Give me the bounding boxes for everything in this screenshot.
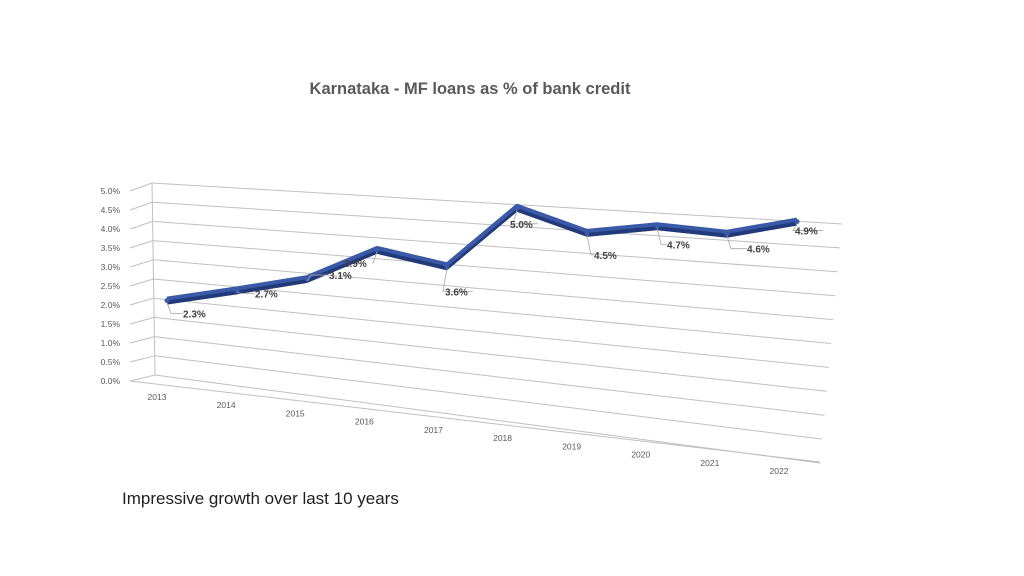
grid-side-line [129,374,156,382]
caption-text: Impressive growth over last 10 years [122,489,399,508]
data-point [234,287,240,293]
y-tick-label: 0.0% [101,376,121,386]
grid-side-line [129,259,154,268]
data-label-leader [166,302,183,315]
x-tick-label: 2022 [770,466,789,476]
y-tick-label: 2.0% [101,300,121,310]
data-label: 4.7% [667,240,690,251]
data-label: 5.0% [510,220,533,231]
data-label: 2.3% [183,310,206,321]
data-label: 3.9% [344,259,367,270]
series-line [166,203,798,301]
x-tick-label: 2020 [631,450,650,460]
data-label: 4.9% [795,227,818,238]
data-label-leader [372,251,378,264]
grid-side-line [129,278,154,287]
y-tick-label: 0.5% [101,357,121,367]
series-ribbon-side [167,205,797,305]
grid-side-line [129,297,154,306]
data-point [444,263,450,269]
grid-side-line [129,201,153,211]
data-label-leader [442,268,473,292]
data-point [654,223,660,229]
data-label: 4.5% [594,251,617,262]
data-label-leader [236,291,255,294]
x-tick-label: 2016 [355,417,374,427]
gridline [151,182,843,225]
data-point [164,298,170,304]
gridline [153,297,829,368]
back-vertical-line [151,182,156,376]
data-label-leader [512,209,538,225]
data-label: 2.7% [255,289,278,300]
y-tick-label: 3.5% [101,243,121,253]
data-point [584,230,590,236]
data-label-leader [306,274,329,282]
data-point [794,219,800,225]
x-tick-label: 2013 [148,392,167,402]
data-label: 3.1% [329,271,352,282]
data-point [724,231,730,237]
gridline [153,278,832,344]
grid-side-line [129,240,154,249]
x-tick-label: 2021 [700,458,719,468]
data-label-leader [792,223,823,231]
y-tick-label: 2.5% [101,281,121,291]
x-tick-label: 2017 [424,425,443,435]
y-tick-label: 4.0% [101,224,121,234]
x-tick-label: 2014 [217,400,236,410]
x-tick-label: 2019 [562,441,581,451]
gridline [152,220,838,273]
data-label: 3.6% [445,287,468,298]
data-point [304,276,310,282]
gridline [154,316,827,392]
data-point [374,247,380,253]
y-tick-label: 1.5% [101,319,121,329]
grid-side-line [129,355,155,363]
y-tick-label: 1.0% [101,338,121,348]
gridline [153,259,834,321]
grid-side-line [129,316,155,325]
grid-side-line [129,220,153,230]
gridline [154,336,825,416]
chart-title: Karnataka - MF loans as % of bank credit [309,80,631,98]
data-label-leader [726,235,747,250]
data-point [514,205,520,211]
data-label-leader [586,234,594,256]
y-tick-label: 3.0% [101,262,121,272]
y-tick-label: 4.5% [101,205,121,215]
data-label: 4.6% [747,245,770,256]
x-tick-label: 2015 [286,408,305,418]
gridline [152,240,836,297]
gridline [154,355,823,440]
y-tick-label: 5.0% [101,186,121,196]
grid-side-line [129,336,155,344]
data-label-leader [656,228,667,245]
grid-side-line [129,182,153,192]
gridline [154,374,821,464]
x-tick-label: 2018 [493,433,512,443]
floor-front-line [129,380,821,463]
